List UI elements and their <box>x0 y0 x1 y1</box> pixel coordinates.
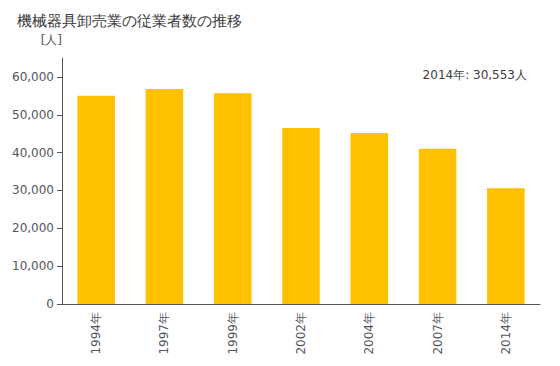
svg-text:60,000: 60,000 <box>12 70 54 84</box>
svg-text:2007年: 2007年 <box>431 312 445 355</box>
svg-text:1997年: 1997年 <box>157 312 171 355</box>
svg-text:50,000: 50,000 <box>12 108 54 122</box>
svg-text:2004年: 2004年 <box>362 312 376 355</box>
svg-text:[人]: [人] <box>41 33 62 47</box>
svg-text:2002年: 2002年 <box>294 312 308 355</box>
svg-text:2014年: 2014年 <box>499 312 513 355</box>
svg-text:2014年: 30,553人: 2014年: 30,553人 <box>423 68 527 82</box>
svg-text:40,000: 40,000 <box>12 146 54 160</box>
svg-text:0: 0 <box>46 297 54 311</box>
svg-text:1994年: 1994年 <box>89 312 103 355</box>
svg-text:20,000: 20,000 <box>12 221 54 235</box>
svg-text:機械器具卸売業の従業者数の推移: 機械器具卸売業の従業者数の推移 <box>17 12 242 30</box>
svg-text:1999年: 1999年 <box>226 312 240 355</box>
svg-text:10,000: 10,000 <box>12 259 54 273</box>
svg-text:30,000: 30,000 <box>12 183 54 197</box>
